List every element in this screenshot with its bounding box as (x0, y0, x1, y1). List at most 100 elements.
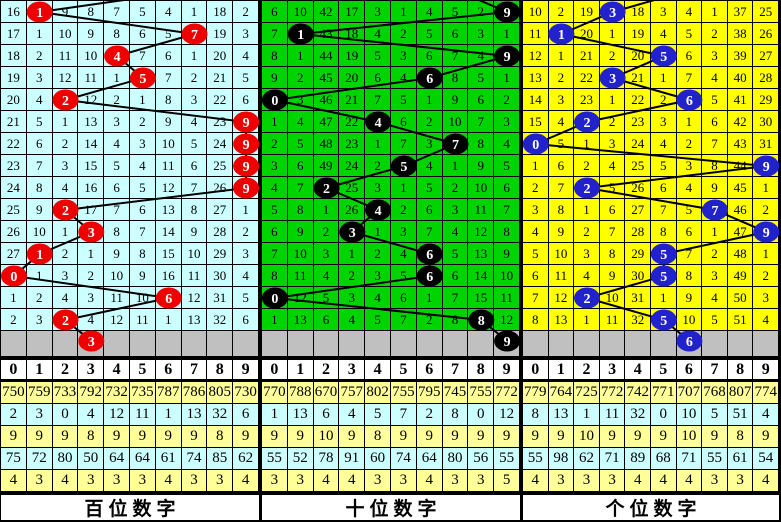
miss-cell: 3 (574, 243, 600, 265)
miss-cell: 3 (599, 133, 626, 155)
miss-cell: 7 (442, 45, 469, 67)
miss-cell: 1 (416, 287, 443, 309)
pending-cell (523, 331, 549, 357)
miss-cell: 3 (233, 243, 259, 265)
miss-cell: 1 (313, 199, 340, 221)
stat-cell: 75 (1, 448, 27, 470)
pending-cell (727, 331, 754, 357)
digit-header: 9 (494, 360, 520, 380)
stat-cell: 802 (365, 382, 391, 404)
miss-cell: 5 (104, 155, 130, 177)
miss-cell: 1 (676, 111, 703, 133)
stat-cell: 32 (625, 404, 651, 426)
stat-cell: 3 (287, 470, 314, 492)
stat-cell: 13 (181, 404, 208, 426)
stat-cell: 755 (390, 382, 417, 404)
stat-cell: 772 (494, 382, 520, 404)
miss-cell: 5 (599, 177, 626, 199)
miss-cell: 3 (262, 155, 288, 177)
stat-cell: 733 (52, 382, 79, 404)
miss-cell: 42 (727, 111, 754, 133)
stat-cell: 757 (339, 382, 366, 404)
miss-cell: 30 (207, 265, 234, 287)
miss-cell: 4 (390, 67, 417, 89)
miss-cell: 3 (78, 287, 105, 309)
miss-cell: 13 (155, 199, 182, 221)
miss-cell: 22 (339, 111, 366, 133)
miss-cell: 7 (104, 1, 130, 23)
miss-cell: 25 (625, 155, 651, 177)
stat-cell: 807 (727, 382, 754, 404)
miss-cell: 21 (625, 67, 651, 89)
stat-cell: 730 (233, 382, 259, 404)
miss-cell: 2 (574, 221, 600, 243)
miss-cell (574, 287, 600, 309)
stat-cell: 788 (287, 382, 314, 404)
digit-header: 1 (548, 360, 575, 380)
miss-cell: 12 (52, 67, 79, 89)
stat-cell: 4 (651, 470, 677, 492)
miss-cell: 15 (468, 287, 495, 309)
stat-cell: 10 (676, 426, 703, 448)
miss-cell: 8 (104, 221, 130, 243)
miss-cell: 12 (181, 287, 208, 309)
miss-cell: 13 (78, 111, 105, 133)
miss-cell: 24 (339, 155, 366, 177)
miss-cell: 6 (155, 45, 182, 67)
miss-cell (702, 199, 728, 221)
miss-cell: 5 (287, 133, 314, 155)
miss-cell: 7 (494, 199, 520, 221)
stat-cell: 732 (104, 382, 130, 404)
miss-cell (574, 177, 600, 199)
stat-cell: 1 (574, 404, 600, 426)
pending-cell (339, 331, 366, 357)
miss-cell: 2 (416, 111, 443, 133)
miss-cell: 7 (390, 133, 417, 155)
miss-cell (651, 309, 677, 331)
miss-cell: 1 (287, 45, 314, 67)
panel-tens: 6 10 42 17 3 1 4 5 2 7 43 18 4 2 5 6 3 1 8 1 44 19 5 3 6 7 4 9 2 45 20… (262, 1, 520, 520)
miss-cell: 41 (727, 89, 754, 111)
stat-cell: 9 (548, 426, 575, 448)
miss-cell (753, 221, 779, 243)
stat-cell: 4 (78, 404, 105, 426)
miss-cell: 4 (651, 133, 677, 155)
miss-cell: 15 (155, 243, 182, 265)
miss-cell (651, 45, 677, 67)
stat-cell: 8 (523, 404, 549, 426)
miss-cell: 21 (574, 45, 600, 67)
miss-cell: 3 (753, 287, 779, 309)
miss-cell: 4 (287, 111, 314, 133)
miss-cell: 9 (52, 1, 79, 23)
miss-cell: 2 (52, 133, 79, 155)
miss-cell: 2 (339, 265, 366, 287)
stat-cell: 0 (468, 404, 495, 426)
miss-cell: 4 (599, 155, 626, 177)
miss-cell: 4 (523, 221, 549, 243)
stat-cell: 9 (233, 426, 259, 448)
miss-cell: 1 (390, 177, 417, 199)
miss-cell: 2 (548, 1, 575, 23)
digit-header: 3 (599, 360, 626, 380)
digit-header: 3 (339, 360, 366, 380)
stat-cell: 787 (155, 382, 182, 404)
miss-cell: 4 (155, 1, 182, 23)
digit-header: 0 (523, 360, 549, 380)
stat-cell: 9 (753, 426, 779, 448)
digit-header: 7 (442, 360, 469, 380)
miss-cell: 9 (676, 287, 703, 309)
stat-cell: 9 (181, 426, 208, 448)
miss-cell: 4 (181, 111, 208, 133)
miss-cell (365, 111, 391, 133)
miss-cell: 6 (390, 111, 417, 133)
stat-cell: 64 (104, 448, 130, 470)
miss-cell: 4 (702, 67, 728, 89)
miss-cell (599, 67, 626, 89)
stat-cell: 774 (753, 382, 779, 404)
miss-cell: 1 (339, 243, 366, 265)
stat-cell: 72 (26, 448, 53, 470)
miss-cell: 6 (104, 177, 130, 199)
stat-cell: 805 (207, 382, 234, 404)
